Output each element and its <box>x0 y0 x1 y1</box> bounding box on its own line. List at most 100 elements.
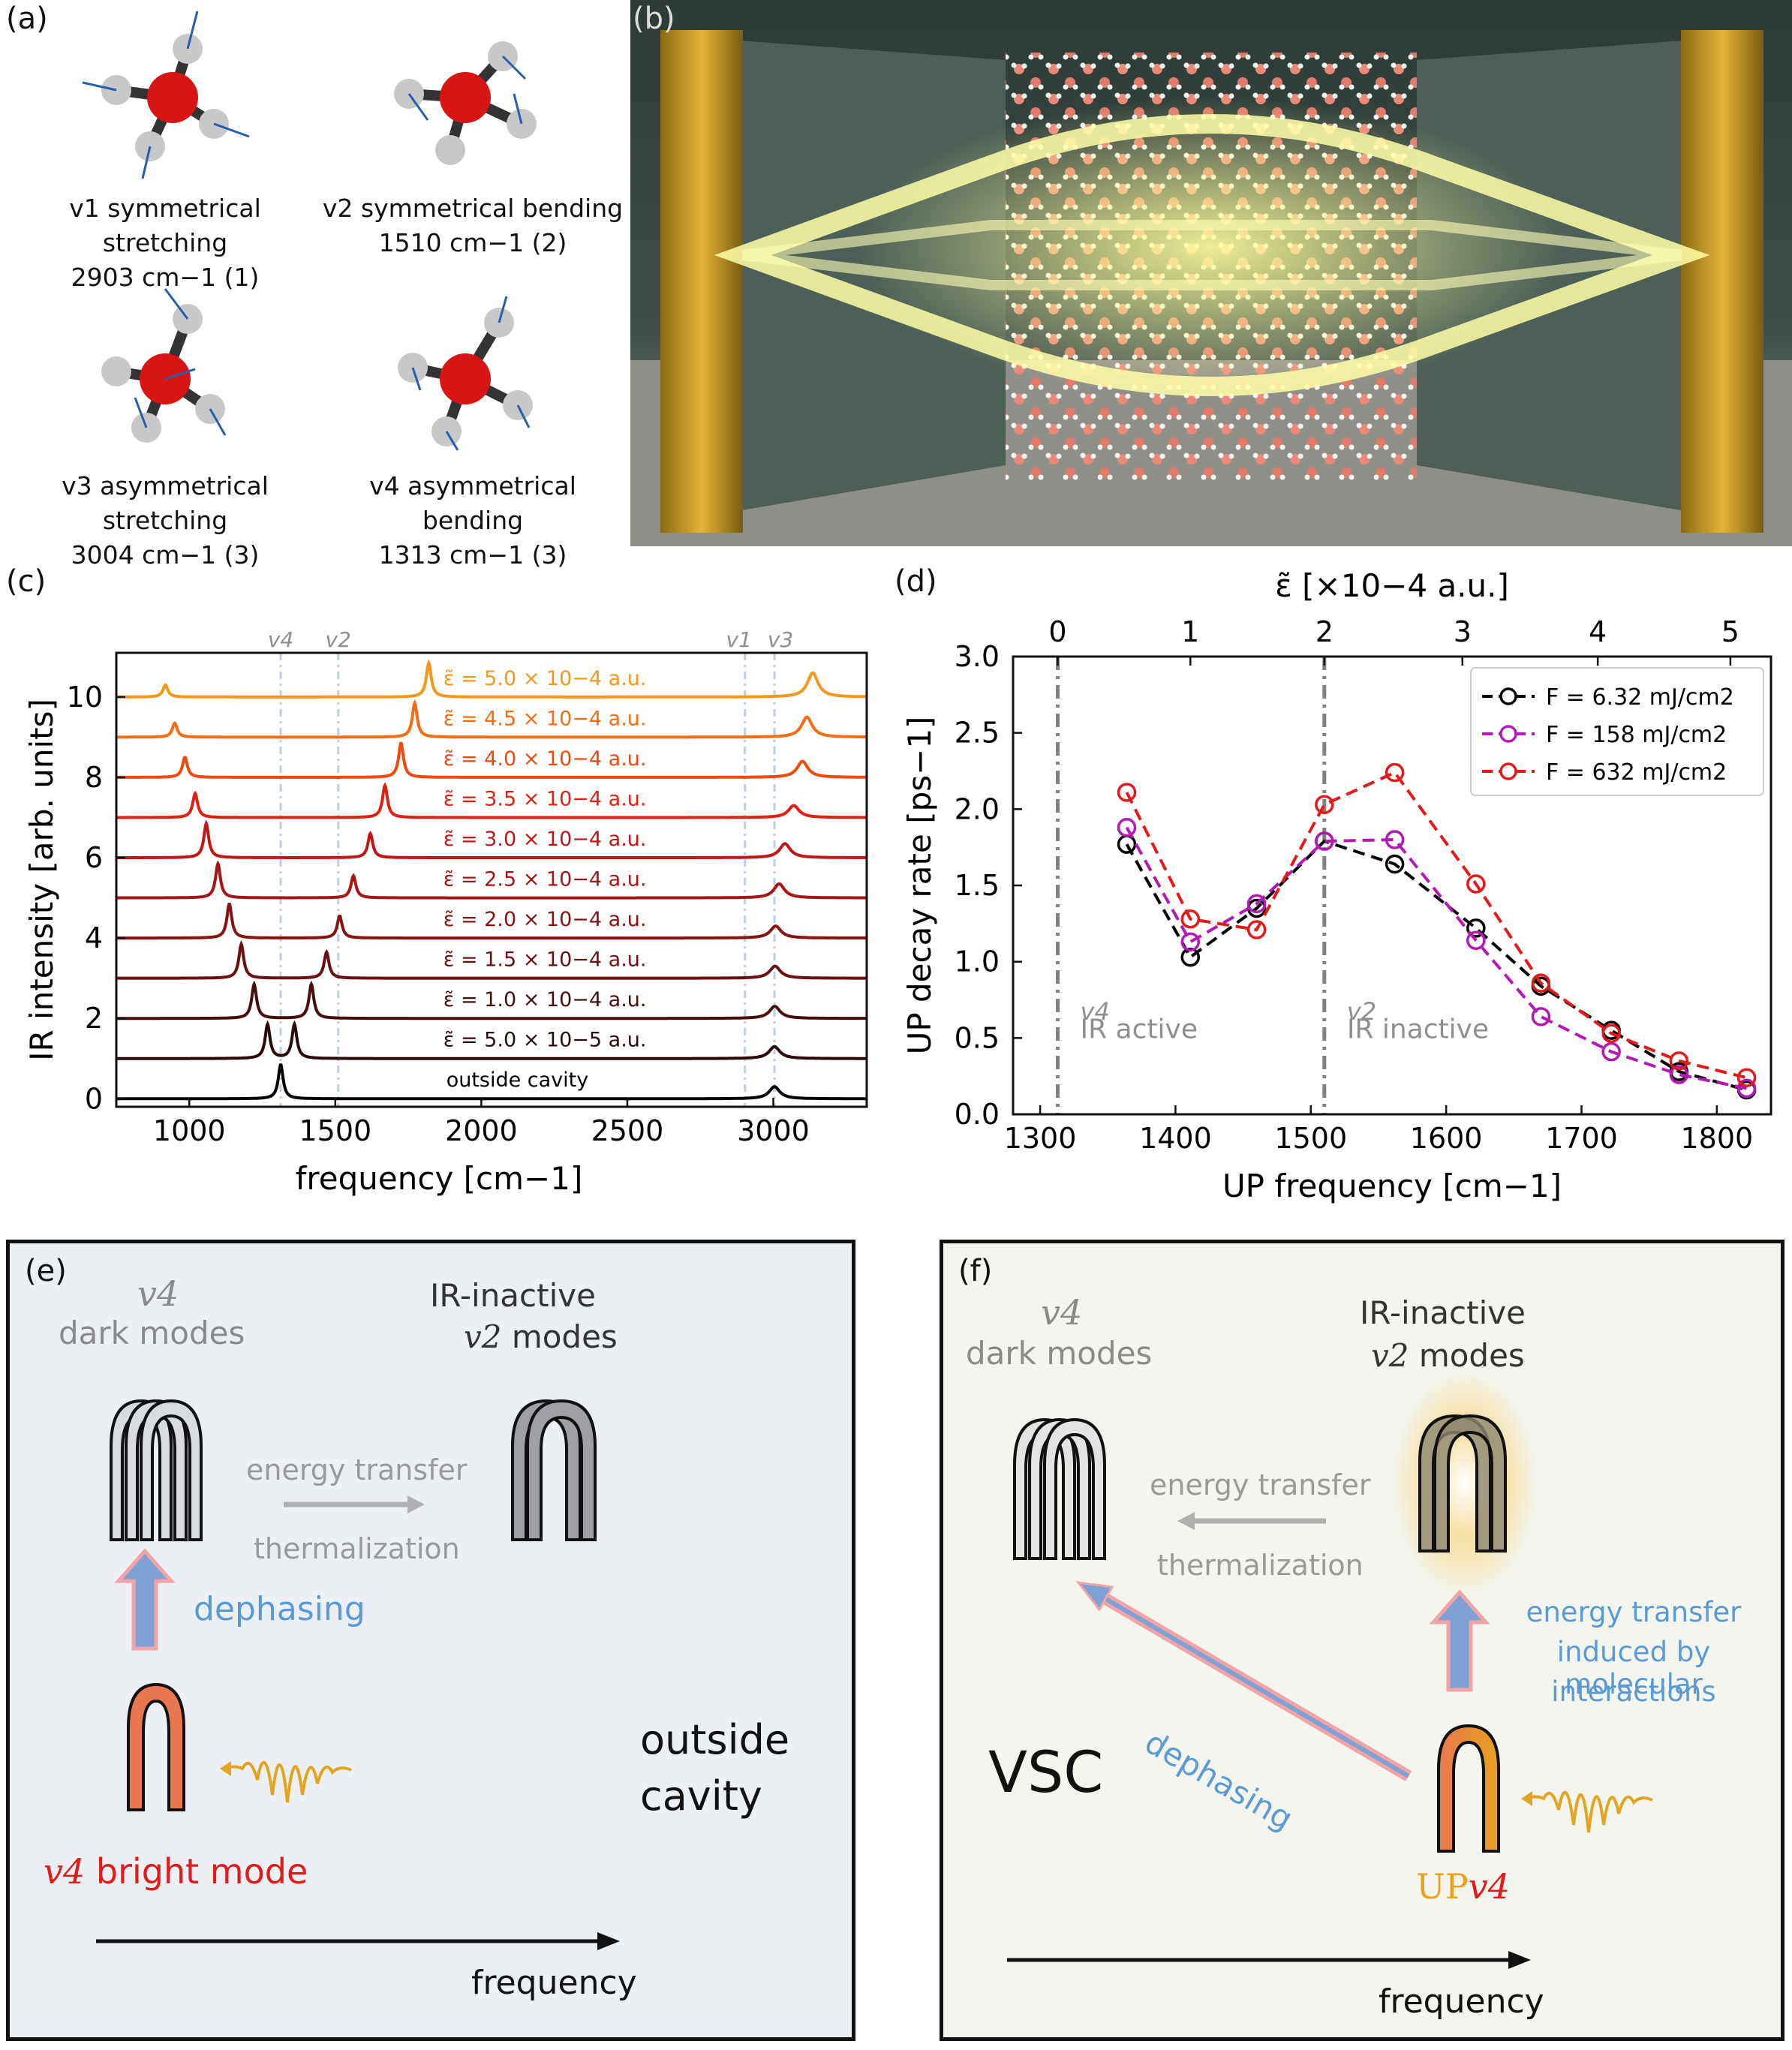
top-x-tick-label: 4 <box>1589 615 1607 648</box>
legend-marker <box>1499 725 1517 743</box>
mode-marker-label: v1 <box>726 627 752 652</box>
vline-label: IR active <box>1081 1014 1198 1045</box>
y-tick-label: 0.0 <box>955 1098 1000 1131</box>
panel-c-label: (c) <box>6 564 47 599</box>
decay-data-point <box>1117 783 1137 802</box>
spectrum-line <box>116 699 867 739</box>
mode-marker-label: v4 <box>268 627 293 652</box>
f-dark-label: dark modes <box>966 1335 1153 1372</box>
legend-label: F = 6.32 mJ/cm2 <box>1546 684 1734 711</box>
x-tick-label: 2500 <box>591 1114 664 1147</box>
x-tick-label: 1700 <box>1545 1122 1618 1155</box>
decay-data-point <box>1315 795 1334 814</box>
vline-symbol: v2 <box>1347 997 1376 1026</box>
y-tick-label: 4 <box>85 921 103 954</box>
y-tick-label: 2.0 <box>955 792 1000 825</box>
e-outside-line2: cavity <box>640 1772 762 1820</box>
legend-marker <box>1499 687 1517 705</box>
spectrum-label: ε̃ = 4.5 × 10−4 a.u. <box>443 707 647 730</box>
f-energy-transfer: energy transfer <box>1150 1468 1371 1501</box>
f-dephasing-arrow-icon <box>1075 1581 1412 1781</box>
decay-data-point <box>1531 973 1551 993</box>
y-tick-label: 1.5 <box>955 869 1000 902</box>
decay-data-point <box>1669 1065 1689 1084</box>
f-inactive-modes: modes <box>1418 1337 1525 1374</box>
y-axis-title: UP decay rate [ps−1] <box>901 717 938 1055</box>
spectrum-label: ε̃ = 1.0 × 10−4 a.u. <box>443 988 647 1011</box>
mode-v3-caption: v3 asymmetrical stretching 3004 cm−1 (3) <box>8 469 323 573</box>
spectrum-line <box>116 939 867 980</box>
f-transfer-text-2: induced by molecular <box>1556 1636 1711 1700</box>
decay-data-point <box>1117 817 1137 837</box>
decay-series-line <box>1125 839 1748 1092</box>
legend-marker <box>1499 762 1517 780</box>
panel-d-label: (d) <box>894 564 937 599</box>
decay-series-line <box>1125 771 1747 1080</box>
y-tick-label: 1.0 <box>955 945 1000 978</box>
y-axis-title: IR intensity [arb. units] <box>23 699 60 1061</box>
ir-spectra-chart: v4 v2 v1 v3 outside cavity ε̃ = 5.0 × 10−5 a.… <box>23 627 868 1197</box>
top-x-tick-label: 1 <box>1181 615 1199 648</box>
mode-v1-freq: 2903 cm−1 (1) <box>71 263 260 292</box>
y-tick-label: 0 <box>85 1082 103 1115</box>
panel-e-schematic: (e) v4 dark modes IR-inactive v2 modes e… <box>6 1240 855 2041</box>
spectrum-line <box>116 980 867 1020</box>
e-frequency-axis-arrow-icon <box>96 1932 620 1950</box>
decay-data-point <box>1385 762 1405 783</box>
y-tick-label: 3.0 <box>955 640 1000 673</box>
panel-b-label: (b) <box>633 2 675 36</box>
cavity-render-image <box>630 0 1792 546</box>
y-tick-label: 2.5 <box>955 717 1000 750</box>
e-dark-modes-icon <box>110 1399 203 1541</box>
e-dark-label: dark modes <box>59 1315 245 1351</box>
legend-box <box>1470 667 1764 796</box>
x-tick-label: 2000 <box>445 1114 518 1147</box>
e-outside-line1: outside <box>640 1716 790 1763</box>
x-tick-label: 1300 <box>1004 1122 1077 1155</box>
e-photon-wave-icon <box>220 1760 352 1803</box>
molecule-v2-image <box>394 41 537 165</box>
e-inactive-modes: modes <box>511 1318 618 1355</box>
top-x-tick-label: 3 <box>1454 615 1472 648</box>
e-bright-label: v4 bright mode <box>44 1851 308 1892</box>
decay-series-line <box>1125 826 1747 1090</box>
spectrum-label: ε̃ = 2.0 × 10−4 a.u. <box>443 908 647 931</box>
f-photon-wave-icon <box>1521 1790 1653 1833</box>
e-frequency-label: frequency <box>471 1964 637 2002</box>
spectrum-line <box>116 1063 867 1101</box>
decay-data-point <box>1466 874 1486 894</box>
decay-data-point <box>1601 1023 1621 1043</box>
e-transfer-arrow-icon <box>284 1495 425 1513</box>
y-tick-label: 8 <box>85 761 103 794</box>
f-up-mode-icon <box>1437 1724 1500 1853</box>
e-inactive-line1: IR-inactive <box>430 1277 596 1314</box>
mode-v4-caption: v4 asymmetrical bending 1313 cm−1 (3) <box>315 469 630 573</box>
decay-data-point <box>1531 1007 1551 1027</box>
y-tick-label: 10 <box>67 681 103 714</box>
spectrum-line <box>116 741 867 779</box>
molecule-v3-image <box>101 288 227 443</box>
e-thermalization: thermalization <box>254 1532 460 1565</box>
spectrum-label: ε̃ = 5.0 × 10−4 a.u. <box>443 667 647 690</box>
decay-data-point <box>1601 1042 1621 1062</box>
x-tick-label: 1400 <box>1139 1122 1212 1155</box>
e-inactive-sym: v2 <box>464 1318 502 1355</box>
top-x-tick-label: 2 <box>1315 615 1333 648</box>
top-x-tick-label: 5 <box>1721 615 1739 648</box>
spectrum-label: outside cavity <box>446 1069 589 1092</box>
vline-symbol: v4 <box>1081 997 1110 1026</box>
legend-label: F = 158 mJ/cm2 <box>1546 722 1727 748</box>
f-thermalization: thermalization <box>1157 1549 1364 1582</box>
f-dark-modes-icon <box>1013 1417 1106 1560</box>
decay-data-point <box>1246 920 1267 939</box>
mode-v2-caption: v2 symmetrical bending 1510 cm−1 (2) <box>315 191 630 260</box>
f-vsc-label: VSC <box>988 1739 1104 1805</box>
vline-label: IR inactive <box>1347 1014 1489 1045</box>
f-frequency-axis-arrow-icon <box>1007 1951 1531 1969</box>
f-transfer-arrow-icon <box>1177 1512 1326 1530</box>
legend-label: F = 632 mJ/cm2 <box>1546 759 1727 786</box>
top-x-axis-title: ε̃ [×10−4 a.u.] <box>1275 567 1509 604</box>
spectrum-label: ε̃ = 5.0 × 10−5 a.u. <box>443 1029 647 1052</box>
e-bright-text: bright mode <box>95 1851 308 1892</box>
spectrum-line <box>116 1020 867 1060</box>
